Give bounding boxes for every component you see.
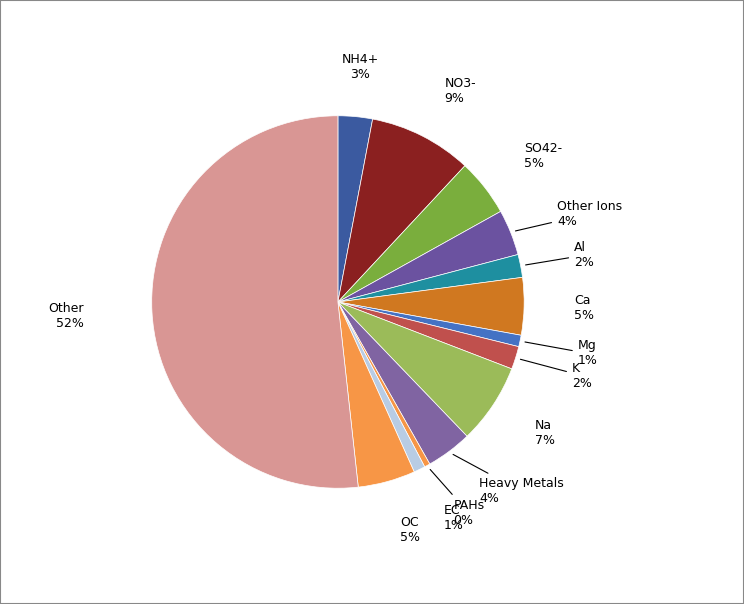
Text: SO42-
5%: SO42- 5% — [524, 143, 562, 170]
Wedge shape — [338, 302, 519, 369]
Text: K
2%: K 2% — [520, 359, 591, 390]
Wedge shape — [338, 277, 525, 335]
Wedge shape — [338, 302, 425, 472]
Text: EC
1%: EC 1% — [443, 504, 464, 532]
Text: NH4+
3%: NH4+ 3% — [341, 53, 379, 81]
Wedge shape — [338, 302, 467, 464]
Text: PAHs
0%: PAHs 0% — [430, 469, 484, 527]
Wedge shape — [338, 211, 518, 302]
Wedge shape — [338, 302, 521, 347]
Wedge shape — [338, 165, 501, 302]
Wedge shape — [338, 254, 522, 302]
Text: OC
5%: OC 5% — [400, 516, 420, 544]
Wedge shape — [338, 116, 373, 302]
Text: Other Ions
4%: Other Ions 4% — [516, 200, 622, 231]
Wedge shape — [338, 119, 465, 302]
Wedge shape — [338, 302, 430, 467]
Text: Mg
1%: Mg 1% — [525, 339, 597, 367]
Wedge shape — [338, 302, 414, 487]
Text: Other
52%: Other 52% — [48, 302, 84, 330]
Wedge shape — [152, 116, 359, 488]
Text: Heavy Metals
4%: Heavy Metals 4% — [453, 454, 564, 506]
Wedge shape — [338, 302, 512, 436]
Text: Na
7%: Na 7% — [535, 419, 555, 446]
Text: Al
2%: Al 2% — [525, 241, 594, 269]
Text: NO3-
9%: NO3- 9% — [445, 77, 476, 105]
Text: Ca
5%: Ca 5% — [574, 294, 594, 321]
